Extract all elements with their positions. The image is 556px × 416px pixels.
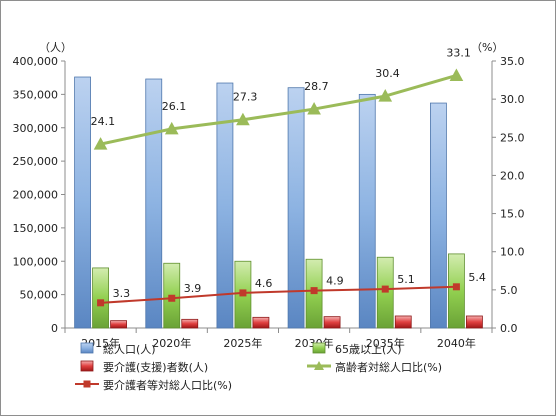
triangle-marker-5 <box>449 68 464 81</box>
bar-series-1-3 <box>287 87 305 329</box>
data-label: 30.4 <box>375 67 400 80</box>
square-marker-5 <box>452 283 460 291</box>
bar-series-2-0 <box>92 267 109 329</box>
data-label: 5.1 <box>397 273 415 286</box>
legend-item-2: 65歳以上(人) <box>312 342 402 356</box>
data-label: 4.6 <box>255 277 273 290</box>
data-label: 27.3 <box>233 91 258 104</box>
y-left-tick-label: 300,000 <box>13 122 59 135</box>
bar-series-3-1 <box>181 318 199 329</box>
data-label: 3.9 <box>184 282 202 295</box>
bar-series-3-0 <box>110 320 127 329</box>
square-marker-3 <box>310 287 318 295</box>
y-left-tick-label: 350,000 <box>13 88 59 101</box>
y-left-tick-label: 200,000 <box>13 189 59 202</box>
legend-label: 要介護者等対総人口比(%) <box>103 378 232 392</box>
data-label: 3.3 <box>113 287 131 300</box>
y-right-tick-label: 15.0 <box>500 208 525 221</box>
bar-series-1-5 <box>430 102 447 329</box>
legend-swatch <box>312 342 326 354</box>
y-left-tick-label: 50,000 <box>20 289 59 302</box>
legend-swatch <box>80 342 94 354</box>
bar-series-2-5 <box>448 253 465 329</box>
bar-series-1-2 <box>216 82 234 329</box>
legend-item-1: 総人口(人) <box>80 342 156 356</box>
bar-series-1-4 <box>358 93 376 329</box>
legend-item-4: 高齢者対総人口比(%) <box>307 360 442 374</box>
legend-marker <box>83 380 91 388</box>
line-series-2 <box>100 285 457 304</box>
triangle-marker-4 <box>378 89 393 102</box>
bar-series-3-4 <box>394 315 412 329</box>
y-left-tick-label: 250,000 <box>13 155 59 168</box>
square-marker-1 <box>168 294 176 302</box>
y-right-tick-label: 25.0 <box>500 131 525 144</box>
legend-item-3: 要介護(支援)者数(人) <box>80 360 208 374</box>
y-right-tick-label: 30.0 <box>500 93 525 106</box>
triangle-marker-0 <box>93 137 108 150</box>
y-left-tick-label: 0 <box>51 322 58 335</box>
y-right-unit-label: （%） <box>471 41 503 54</box>
legend-label: 65歳以上(人) <box>335 343 402 356</box>
x-category-label: 2025年 <box>223 336 262 350</box>
square-marker-0 <box>97 299 105 307</box>
data-label: 33.1 <box>446 46 471 59</box>
data-label: 24.1 <box>91 115 116 128</box>
square-marker-4 <box>381 285 389 293</box>
triangle-marker-2 <box>236 112 250 126</box>
line-series-1 <box>100 74 457 146</box>
bar-series-3-3 <box>323 316 341 329</box>
y-right-tick-label: 20.0 <box>500 169 525 182</box>
data-label: 28.7 <box>304 80 329 93</box>
data-label: 26.1 <box>162 100 187 113</box>
legend-label: 高齢者対総人口比(%) <box>335 360 442 374</box>
legend-label: 総人口(人) <box>103 342 156 356</box>
triangle-marker-3 <box>307 102 321 115</box>
y-left-tick-label: 100,000 <box>13 255 59 268</box>
legend-label: 要介護(支援)者数(人) <box>103 360 208 374</box>
x-category-label: 2035年 <box>366 336 405 350</box>
bar-series-3-5 <box>466 315 483 329</box>
bar-series-3-2 <box>252 316 270 329</box>
x-category-label: 2040年 <box>437 336 476 350</box>
data-label: 5.4 <box>468 271 486 284</box>
bar-series-1-0 <box>74 76 91 329</box>
y-left-unit-label: （人） <box>39 41 72 54</box>
y-right-tick-label: 10.0 <box>500 246 525 259</box>
x-category-label: 2020年 <box>152 336 191 350</box>
legend-item-5: 要介護者等対総人口比(%) <box>75 378 232 392</box>
y-right-tick-label: 0.0 <box>500 322 518 335</box>
y-right-tick-label: 35.0 <box>500 55 525 68</box>
legend-swatch <box>80 360 94 372</box>
y-left-tick-label: 400,000 <box>13 55 59 68</box>
y-left-tick-label: 150,000 <box>13 222 59 235</box>
bar-series-2-4 <box>376 256 394 329</box>
y-right-tick-label: 5.0 <box>500 284 518 297</box>
square-marker-2 <box>239 289 247 297</box>
legend-marker <box>314 361 324 370</box>
bar-series-1-1 <box>145 78 163 329</box>
triangle-marker-1 <box>164 121 179 135</box>
data-label: 4.9 <box>326 275 344 288</box>
